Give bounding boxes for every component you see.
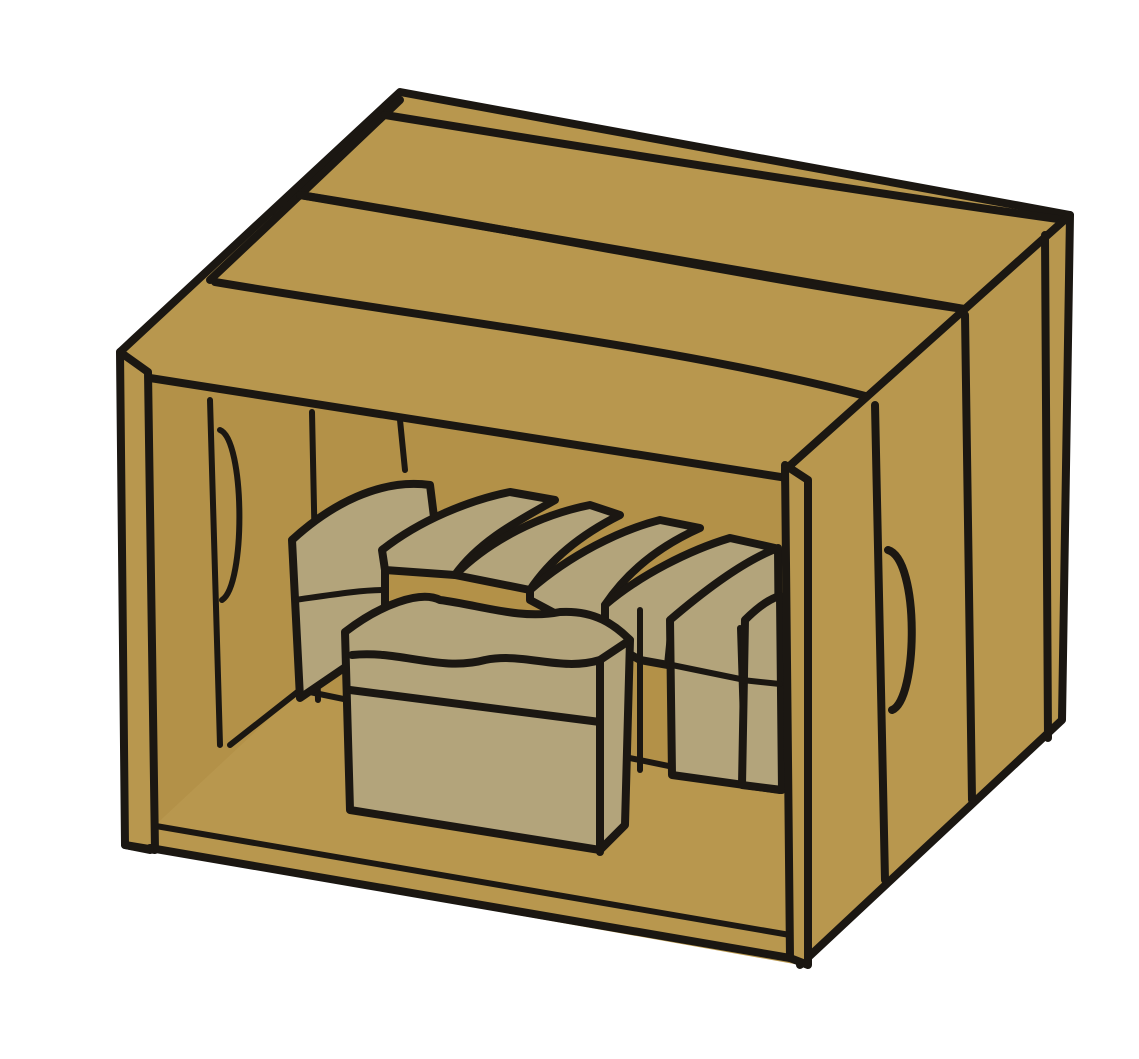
crate-left-post — [116, 348, 159, 854]
hand-hole-right — [884, 546, 916, 714]
crate-right-post — [781, 461, 812, 969]
crate-frame — [116, 88, 1074, 969]
packages — [288, 479, 786, 856]
package-back-3 — [451, 501, 624, 594]
package-front — [341, 592, 634, 856]
hand-hole-left — [217, 427, 243, 603]
package-back-7 — [738, 592, 786, 794]
